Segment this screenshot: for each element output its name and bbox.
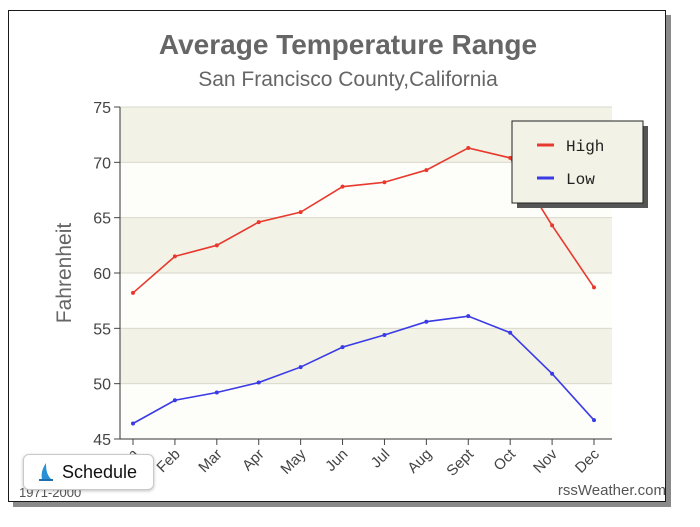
series-line-low (132, 315, 595, 425)
data-point-low (550, 371, 555, 376)
x-tick-label: Oct (490, 445, 519, 474)
y-tick-label: 50 (93, 377, 111, 394)
data-point-low (214, 390, 219, 395)
data-point-low (424, 319, 429, 324)
y-tick-label: 45 (93, 432, 111, 449)
y-tick-label: 75 (93, 100, 111, 117)
data-point-high (424, 168, 429, 173)
x-tick-label: Dec (572, 445, 603, 476)
data-point-low (340, 345, 345, 350)
x-tick-label: Jul (368, 446, 394, 472)
schedule-button-label: Schedule (62, 461, 138, 482)
y-axis-label: Fahrenheit (53, 223, 76, 324)
plot-band (120, 217, 612, 273)
legend: High Low (511, 120, 648, 208)
data-point-high (131, 290, 135, 295)
data-point-high (550, 223, 555, 228)
legend-box (511, 120, 644, 204)
data-point-low (592, 418, 596, 423)
schedule-button[interactable]: Schedule (23, 454, 154, 490)
source-credit[interactable]: rssWeather.com (557, 482, 666, 499)
data-point-high (256, 220, 261, 225)
x-tick-label: Aug (404, 446, 435, 477)
data-point-high (508, 155, 513, 160)
data-point-low (466, 314, 471, 319)
y-tick-label: 70 (93, 155, 111, 172)
x-tick-label: Sept (443, 445, 477, 479)
data-point-high (340, 184, 345, 189)
data-point-high (298, 210, 303, 215)
x-tick-label: Jun (322, 446, 351, 475)
x-tick-label: Feb (153, 446, 183, 476)
plot-band (120, 328, 612, 384)
plot-band (120, 273, 612, 329)
y-tick-label: 65 (93, 211, 111, 228)
x-tick-label: Apr (239, 446, 268, 475)
x-tick-label: May (277, 445, 309, 477)
x-tick-label: Nov (530, 445, 561, 476)
data-point-low (382, 332, 387, 337)
data-point-high (466, 145, 471, 150)
legend-label-low: Low (566, 171, 595, 189)
data-point-high (214, 243, 219, 248)
data-point-low (508, 330, 513, 335)
legend-label-high: High (566, 138, 604, 156)
data-point-high (382, 180, 387, 185)
data-point-low (256, 380, 261, 385)
data-point-low (131, 421, 135, 426)
plot-band (120, 383, 612, 439)
data-point-low (298, 365, 303, 370)
x-tick-label: Mar (195, 446, 225, 476)
data-point-high (172, 254, 177, 259)
chart-title: Average Temperature Range (159, 29, 537, 60)
chart-subtitle: San Francisco County,California (198, 68, 498, 91)
sail-icon (39, 463, 53, 481)
data-point-high (592, 285, 596, 290)
y-tick-label: 55 (93, 321, 111, 338)
y-tick-label: 60 (93, 266, 111, 283)
data-point-low (172, 398, 177, 403)
